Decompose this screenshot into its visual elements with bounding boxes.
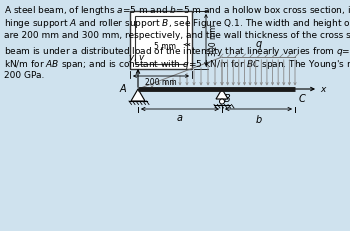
Text: 5 mm: 5 mm: [154, 43, 176, 52]
Text: $a$: $a$: [176, 113, 184, 123]
Text: are 200 mm and 300 mm, respectively, and the wall thickness of the cross section: are 200 mm and 300 mm, respectively, and…: [4, 31, 350, 40]
Text: $b$: $b$: [255, 113, 262, 125]
Text: $C$: $C$: [298, 92, 307, 104]
Text: A steel beam, of lengths $a$=5 m and $b$=5 m and a hollow box cross section, is : A steel beam, of lengths $a$=5 m and $b$…: [4, 4, 350, 17]
Text: hinge support $A$ and roller support $B$, see Figure Q.1. The width and height o: hinge support $A$ and roller support $B$…: [4, 18, 350, 30]
Bar: [135, 16, 187, 64]
Circle shape: [219, 99, 224, 104]
Text: 200 GPa.: 200 GPa.: [4, 72, 44, 80]
Text: kN/m for $AB$ span; and is constant with $q$=5 kN/m for $BC$ span. The Young's m: kN/m for $AB$ span; and is constant with…: [4, 58, 350, 71]
Text: 300 mm: 300 mm: [210, 24, 218, 56]
Text: beam is under a distributed load of the intensity that linearly varies from $q$=: beam is under a distributed load of the …: [4, 45, 350, 58]
Text: $A$: $A$: [119, 82, 128, 94]
Polygon shape: [216, 89, 228, 99]
Text: $B$: $B$: [223, 92, 231, 104]
Polygon shape: [131, 89, 145, 101]
Text: $x$: $x$: [320, 85, 328, 94]
Text: $y, v$: $y, v$: [128, 53, 146, 64]
Bar: [130, 11, 192, 69]
Text: $q$: $q$: [254, 39, 262, 51]
Text: 200 mm: 200 mm: [145, 78, 177, 87]
